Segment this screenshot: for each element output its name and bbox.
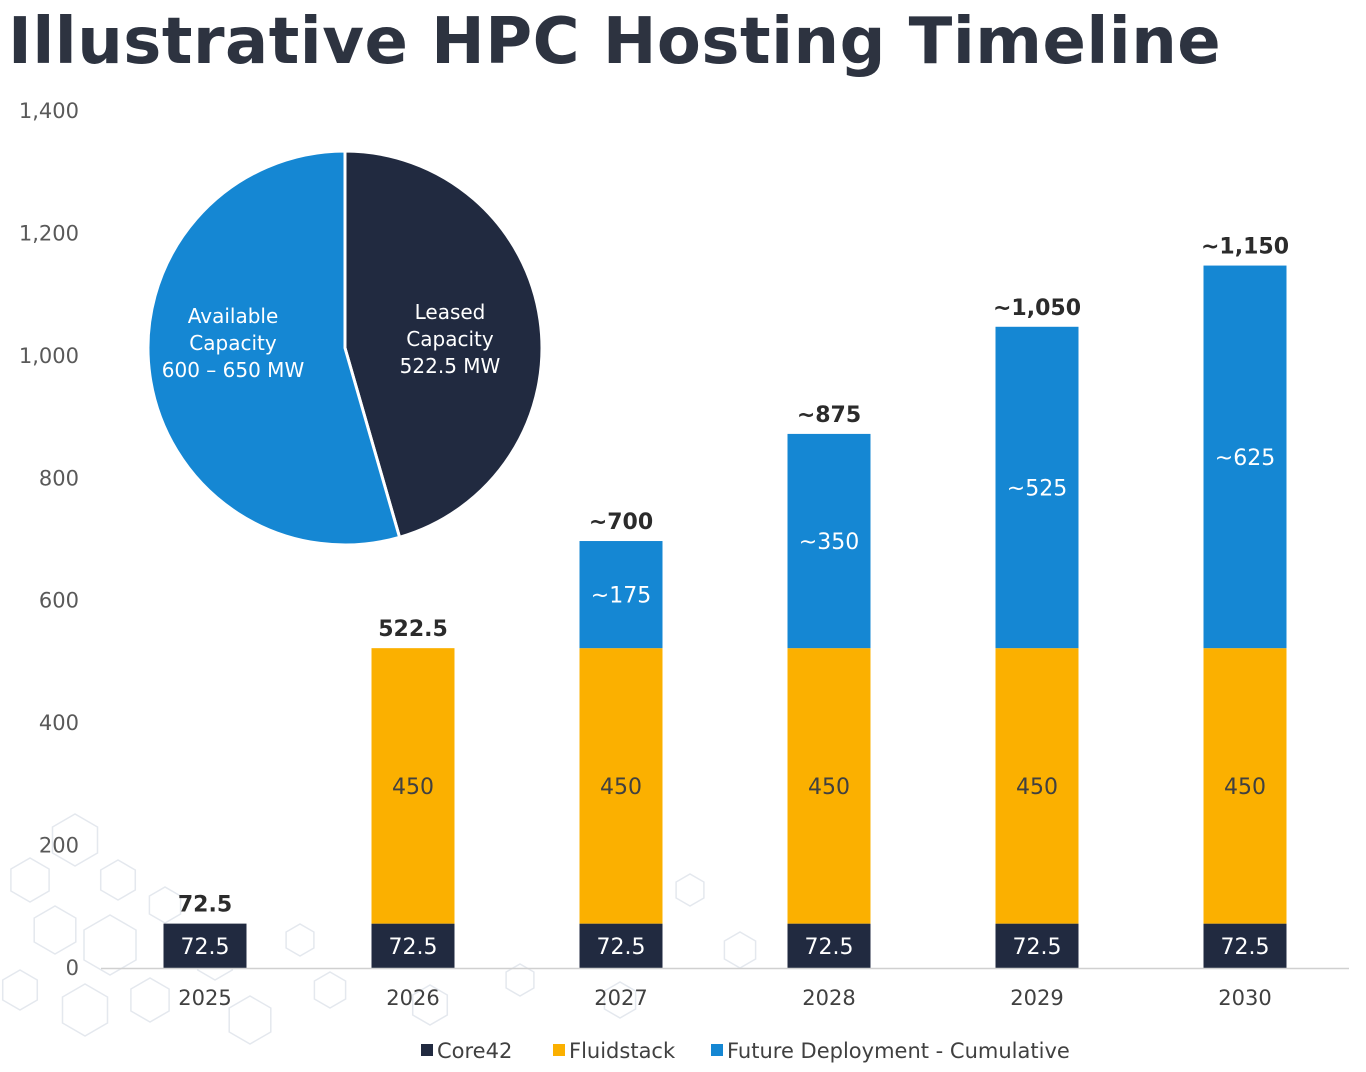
y-tick-label: 1,200 <box>19 221 79 245</box>
bar-core42-2025 <box>163 923 247 968</box>
bar-series: 72.5 72.5 72.5 450 522.5 72.5 450 ~175 ~700 72.5 4… <box>163 235 1289 968</box>
capacity-pie-chart: Leased Capacity 522.5 MW Available Capacity 6… <box>146 149 544 547</box>
decor-hexagon-8 <box>130 977 170 1023</box>
x-tick-label-2026: 2026 <box>386 986 439 1010</box>
segment-data-label: 72.5 <box>1013 935 1062 960</box>
total-data-label-2029: ~1,050 <box>993 296 1081 321</box>
segment-data-label: 450 <box>808 775 850 800</box>
bar-future-deployment-cumulative-2027 <box>579 541 663 649</box>
y-axis: 0 200 400 600 800 1,000 1,200 1,400 <box>19 99 79 980</box>
decor-hexagon-11 <box>313 971 347 1009</box>
bar-core42-2030 <box>1203 923 1287 968</box>
bar-fluidstack-2029 <box>995 648 1079 924</box>
segment-data-label: 72.5 <box>597 935 646 960</box>
y-tick-label: 800 <box>39 466 79 490</box>
decor-hexagon-12 <box>285 923 315 957</box>
bar-fluidstack-2026 <box>371 648 455 924</box>
total-data-label-2030: ~1,150 <box>1201 235 1289 260</box>
decor-hexagon-2 <box>99 859 137 901</box>
segment-data-label: ~350 <box>799 530 859 555</box>
decor-hexagon-7 <box>61 983 109 1037</box>
total-data-label-2028: ~875 <box>797 403 861 428</box>
pie-slice-available <box>146 149 402 547</box>
bar-core42-2028 <box>787 923 871 968</box>
segment-data-label: ~175 <box>591 584 651 609</box>
y-tick-label: 400 <box>39 711 79 735</box>
total-data-label-2025: 72.5 <box>178 893 232 918</box>
decor-hexagon-6 <box>1 969 39 1011</box>
decor-hexagon-4 <box>83 914 137 976</box>
pie-slice-label: 522.5 MW <box>400 354 501 378</box>
x-tick-label-2027: 2027 <box>594 986 647 1010</box>
bar-future-deployment-cumulative-2030 <box>1203 265 1287 649</box>
y-tick-label: 600 <box>39 589 79 613</box>
y-tick-label: 1,000 <box>19 344 79 368</box>
segment-data-label: 72.5 <box>1221 935 1270 960</box>
bar-fluidstack-2030 <box>1203 648 1287 924</box>
total-data-label-2027: ~700 <box>589 510 653 535</box>
legend-swatch-fluidstack <box>553 1044 565 1056</box>
segment-data-label: 72.5 <box>389 935 438 960</box>
pie-slice-leased <box>343 149 544 539</box>
x-tick-label-2028: 2028 <box>802 986 855 1010</box>
segment-data-label: 450 <box>392 775 434 800</box>
bar-future-deployment-cumulative-2029 <box>995 326 1079 649</box>
decor-hexagon-1 <box>51 813 99 867</box>
pie-slice-label: Capacity <box>189 331 277 355</box>
segment-data-label: 72.5 <box>805 935 854 960</box>
legend-swatch-core42 <box>421 1044 433 1056</box>
decor-hexagon-3 <box>33 905 77 955</box>
segment-data-label: 72.5 <box>181 935 230 960</box>
segment-data-label: ~625 <box>1215 446 1275 471</box>
legend-label: Fluidstack <box>569 1039 676 1063</box>
y-tick-label: 200 <box>39 834 79 858</box>
pie-slice-label: Leased <box>415 300 486 324</box>
page-title: Illustrative HPC Hosting Timeline <box>8 5 1222 79</box>
total-data-label-2026: 522.5 <box>378 617 448 642</box>
legend-label: Core42 <box>437 1039 512 1063</box>
segment-data-label: 450 <box>1016 775 1058 800</box>
bar-fluidstack-2028 <box>787 648 871 924</box>
decor-hexagon-5 <box>148 886 182 924</box>
legend: Core42 Fluidstack Future Deployment - Cumu… <box>421 1039 1070 1063</box>
bar-core42-2027 <box>579 923 663 968</box>
bar-core42-2026 <box>371 923 455 968</box>
legend-swatch-future-deployment-cumulative <box>711 1044 723 1056</box>
y-tick-label: 1,400 <box>19 99 79 123</box>
decor-hexagon-16 <box>675 873 705 907</box>
decor-hexagon-10 <box>228 995 272 1045</box>
bar-core42-2029 <box>995 923 1079 968</box>
pie-slice-label: Available <box>188 304 279 328</box>
x-tick-label-2029: 2029 <box>1010 986 1063 1010</box>
x-tick-label-2025: 2025 <box>178 986 231 1010</box>
decor-hexagon-15 <box>603 981 637 1019</box>
bar-future-deployment-cumulative-2028 <box>787 433 871 649</box>
decor-hexagon-0 <box>10 857 50 903</box>
x-tick-label-2030: 2030 <box>1218 986 1271 1010</box>
segment-data-label: 450 <box>600 775 642 800</box>
legend-label: Future Deployment - Cumulative <box>727 1039 1070 1063</box>
y-tick-label: 0 <box>66 956 79 980</box>
segment-data-label: 450 <box>1224 775 1266 800</box>
bar-fluidstack-2027 <box>579 648 663 924</box>
x-axis: 2025 2026 2027 2028 2029 2030 <box>101 967 1349 1010</box>
pie-slice-label: Capacity <box>406 327 494 351</box>
decor-hexagon-17 <box>723 931 757 969</box>
segment-data-label: ~525 <box>1007 476 1067 501</box>
pie-slice-label: 600 – 650 MW <box>162 358 305 382</box>
decor-hexagon-14 <box>505 963 535 997</box>
decor-hexagon-13 <box>411 984 449 1026</box>
